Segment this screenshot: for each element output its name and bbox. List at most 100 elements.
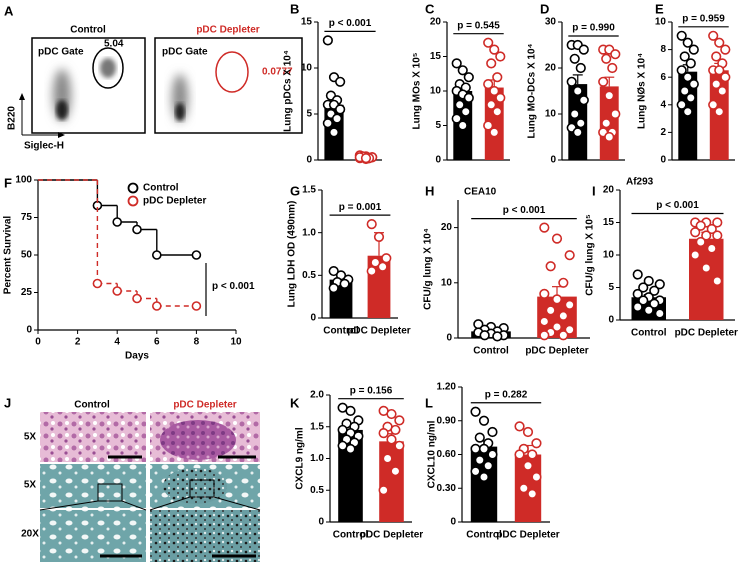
data-point xyxy=(132,293,142,304)
y-axis-label: Lung MOs X 10⁵ xyxy=(412,52,423,129)
data-point xyxy=(479,330,490,341)
y-tick-label: 15 xyxy=(430,51,442,62)
y-tick-label: 20 xyxy=(603,185,615,196)
data-point xyxy=(717,85,728,97)
y-tick-label: 5 xyxy=(306,109,312,120)
data-point xyxy=(551,321,563,333)
y-tick-label: 25 xyxy=(21,287,33,298)
data-point xyxy=(706,243,717,254)
arrowhead xyxy=(58,132,65,138)
data-point xyxy=(539,330,550,341)
annotation: p < 0.001 xyxy=(656,200,699,211)
x-tick-label: 4 xyxy=(114,337,120,348)
y-tick-label: 5 xyxy=(608,282,614,293)
density xyxy=(100,58,116,78)
y-tick-label: 10 xyxy=(441,277,453,288)
data-point xyxy=(706,223,717,235)
data-point xyxy=(487,449,498,460)
y-tick-label: 0.5 xyxy=(310,485,324,496)
panel-letter: J xyxy=(4,395,11,410)
data-point xyxy=(322,35,333,46)
density xyxy=(56,100,68,120)
y-tick-label: 0.60 xyxy=(437,449,457,460)
data-point xyxy=(676,99,687,110)
y-tick-label: 20 xyxy=(545,63,557,74)
data-point xyxy=(604,131,615,143)
chart-title: CEA10 xyxy=(464,187,497,198)
data-point xyxy=(373,231,385,243)
y-tick-label: 10 xyxy=(603,250,615,261)
data-point xyxy=(714,106,725,117)
data-point xyxy=(191,301,202,311)
y-axis-label: Percent Survival xyxy=(3,216,14,295)
y-tick-label: 0 xyxy=(26,325,32,336)
x-tick-label: Control xyxy=(323,326,359,337)
data-point xyxy=(714,37,725,48)
y-axis-label: Lung MO-DCs X 10⁴ xyxy=(527,43,538,138)
data-point xyxy=(492,106,503,117)
y-tick-label: 0 xyxy=(660,155,666,166)
data-point xyxy=(649,298,660,309)
data-point xyxy=(632,301,643,313)
annotation: p < 0.001 xyxy=(503,205,546,216)
data-point xyxy=(690,227,701,238)
y-tick-label: 1.0 xyxy=(302,227,316,238)
data-point xyxy=(539,316,550,327)
y-tick-label: 100 xyxy=(15,175,32,186)
data-point xyxy=(474,455,485,466)
data-point xyxy=(474,432,485,443)
y-tick-label: 0 xyxy=(306,155,312,166)
data-point xyxy=(711,78,722,90)
y-tick-label: 1.5 xyxy=(302,185,316,196)
y-tick-label: 15 xyxy=(301,17,313,28)
panel-j: J Control pDC Depleter 5X 5X 20X xyxy=(4,395,261,562)
flow-plot xyxy=(154,37,303,134)
data-point xyxy=(457,65,468,76)
data-point xyxy=(366,219,377,230)
data-point xyxy=(601,53,612,64)
data-point xyxy=(685,58,696,69)
data-point xyxy=(708,30,719,41)
y-axis-label: CFU/g lung X 10⁵ xyxy=(585,214,596,296)
data-point xyxy=(688,78,699,90)
annotation: p = 0.990 xyxy=(572,23,615,34)
y-axis-label: CXCL9 ng/ml xyxy=(295,427,306,489)
y-tick-label: 75 xyxy=(21,212,33,223)
data-point xyxy=(152,301,162,311)
data-point xyxy=(569,108,580,120)
data-point xyxy=(382,453,393,464)
data-point xyxy=(486,99,497,110)
data-point xyxy=(676,65,687,76)
data-point xyxy=(527,488,538,499)
data-point xyxy=(564,250,575,261)
data-point xyxy=(531,438,542,449)
y-tick-label: 1.0 xyxy=(310,453,324,464)
data-point xyxy=(527,449,538,460)
data-point xyxy=(112,286,122,296)
data-point xyxy=(607,62,618,74)
x-tick-label: pDC Depleter xyxy=(360,530,423,541)
y-tick-label: 2.0 xyxy=(310,390,324,401)
data-point xyxy=(572,85,583,97)
data-point xyxy=(679,51,690,62)
panel-letter: A xyxy=(4,3,14,18)
data-point xyxy=(381,253,392,264)
gate-value: 5.04 xyxy=(104,39,124,50)
legend-marker xyxy=(127,195,139,207)
data-point xyxy=(708,99,719,110)
data-point xyxy=(370,257,381,268)
annotation: p < 0.001 xyxy=(329,18,372,29)
data-point xyxy=(682,72,693,83)
data-point xyxy=(714,65,725,76)
data-point xyxy=(545,261,556,272)
panel-letter: D xyxy=(540,1,549,16)
data-point xyxy=(654,308,665,319)
histology-image xyxy=(160,420,236,460)
data-point xyxy=(492,72,503,83)
data-point xyxy=(483,120,494,131)
legend-marker xyxy=(127,182,139,194)
data-point xyxy=(604,90,615,101)
y-axis-label: CFU/g lung X 10⁴ xyxy=(423,228,434,310)
data-point xyxy=(682,106,693,117)
data-point xyxy=(688,44,699,55)
